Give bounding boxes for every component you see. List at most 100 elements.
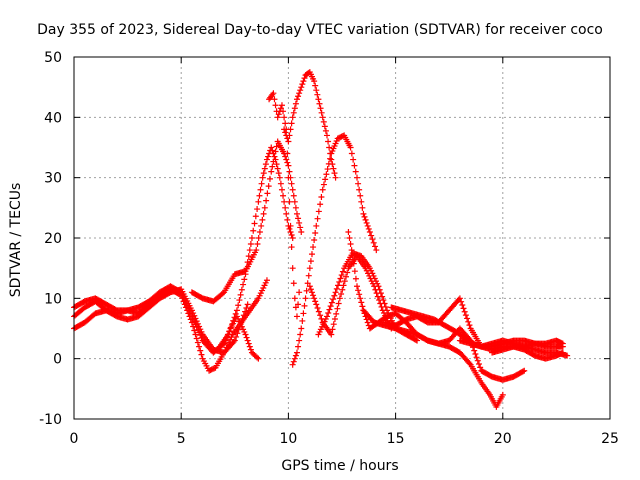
data-point	[351, 268, 358, 275]
data-point	[456, 295, 463, 302]
data-point	[307, 258, 314, 265]
data-point	[289, 114, 296, 121]
data-point	[499, 391, 506, 398]
data-point	[235, 302, 242, 309]
data-point	[366, 228, 373, 235]
data-point	[252, 213, 259, 220]
series-sat4	[188, 138, 305, 305]
data-point	[330, 296, 337, 303]
data-point	[258, 222, 265, 229]
data-point	[382, 303, 389, 310]
data-point	[354, 283, 361, 290]
data-point	[226, 328, 233, 335]
data-point	[244, 259, 251, 266]
data-point	[283, 156, 290, 163]
data-point	[346, 235, 353, 241]
data-point	[372, 243, 379, 250]
data-point	[289, 265, 296, 272]
data-point	[254, 354, 261, 361]
data-point	[377, 290, 384, 297]
series-sat16	[489, 343, 566, 362]
data-point	[322, 127, 329, 134]
data-point	[306, 283, 313, 290]
data-point	[364, 319, 371, 326]
data-point	[289, 361, 296, 368]
data-point	[466, 322, 473, 329]
data-point	[328, 156, 335, 163]
data-point	[312, 82, 319, 89]
data-point	[325, 138, 332, 145]
data-point	[364, 222, 371, 229]
y-tick-label: 50	[44, 50, 62, 66]
data-point	[283, 210, 290, 217]
data-point	[307, 286, 314, 293]
data-point	[191, 327, 198, 334]
data-point	[256, 228, 263, 235]
data-point	[375, 283, 382, 290]
data-point	[270, 150, 277, 157]
data-point	[327, 155, 334, 162]
data-point	[197, 347, 204, 354]
data-point	[247, 241, 254, 248]
data-point	[363, 219, 370, 226]
data-point	[338, 272, 345, 279]
data-point	[323, 132, 330, 139]
data-point	[302, 295, 309, 302]
data-point	[254, 241, 261, 248]
data-point	[314, 215, 321, 222]
data-point	[357, 295, 364, 302]
data-point	[258, 180, 265, 187]
data-point	[331, 292, 338, 299]
data-point	[268, 168, 275, 175]
data-point	[275, 170, 282, 177]
data-point	[474, 357, 481, 364]
data-point	[318, 193, 325, 200]
data-point	[284, 216, 291, 223]
data-point	[233, 333, 240, 340]
x-axis-label: GPS time / hours	[281, 458, 398, 474]
data-point	[277, 180, 284, 187]
data-point	[305, 272, 312, 279]
data-point	[288, 244, 295, 251]
data-point	[243, 265, 250, 272]
data-point	[198, 334, 205, 341]
x-tick-label: 0	[70, 431, 79, 447]
data-point	[260, 170, 267, 177]
data-point	[262, 161, 269, 168]
data-point	[296, 289, 303, 296]
data-point	[291, 355, 298, 362]
data-point	[317, 312, 324, 319]
data-point	[354, 174, 361, 181]
data-point	[381, 300, 388, 307]
data-point	[360, 210, 367, 217]
series-sat5	[216, 144, 296, 350]
data-point	[193, 335, 200, 342]
data-point	[362, 216, 369, 223]
data-point	[477, 364, 484, 371]
data-point	[359, 303, 366, 310]
data-point	[365, 225, 372, 232]
data-point	[293, 96, 300, 103]
data-point	[295, 93, 302, 100]
data-point	[323, 171, 330, 178]
data-point	[248, 235, 255, 241]
data-point	[303, 287, 310, 294]
data-point	[192, 331, 199, 338]
data-point	[373, 247, 380, 254]
data-point	[280, 108, 287, 115]
data-point	[320, 181, 327, 188]
series-sat15	[456, 337, 566, 350]
data-point	[237, 291, 244, 298]
y-tick-label: 20	[44, 231, 62, 247]
data-point	[330, 321, 337, 328]
data-point	[465, 318, 472, 325]
data-point	[380, 297, 387, 304]
data-point	[368, 232, 375, 239]
data-point	[288, 120, 295, 127]
data-point	[311, 78, 318, 85]
data-point	[370, 239, 377, 246]
data-point	[336, 278, 343, 285]
x-tick-label: 10	[279, 431, 297, 447]
data-point	[273, 161, 280, 168]
